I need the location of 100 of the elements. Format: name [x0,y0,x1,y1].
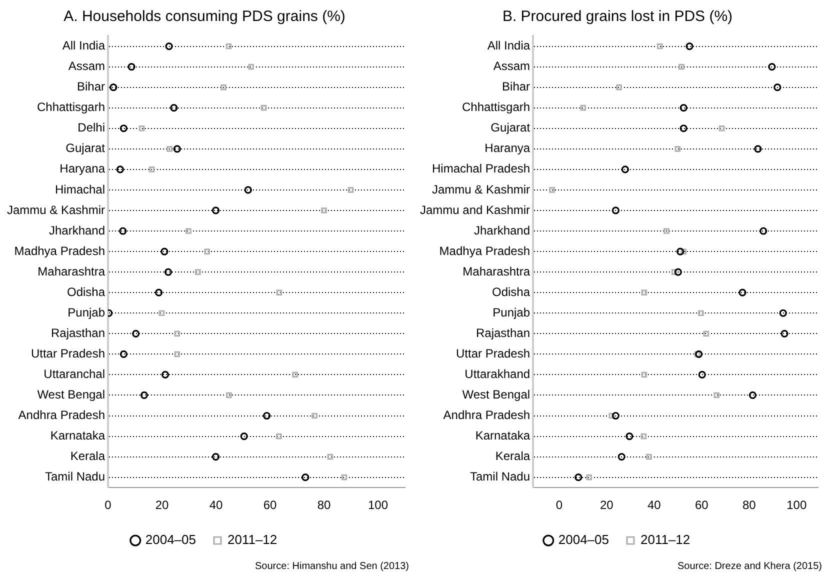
point [276,290,282,296]
y-tick-label: Andhra Pradesh [18,408,106,422]
point [608,412,615,419]
x-tick-label: 80 [742,498,756,512]
y-tick-label: Rajasthan [50,326,106,340]
point [748,391,756,400]
y-tick-label: Karnataka [475,428,530,443]
x-tick-label: 0 [556,498,563,512]
y-tick-label: Haranya [484,141,530,156]
y-tick-label: Madhya Pradesh [14,244,106,258]
point [626,432,634,440]
x-tick-label: 0 [104,498,112,512]
point [248,64,254,70]
point [674,146,681,152]
point [656,43,663,50]
x-tick-label: 60 [263,498,278,512]
point [212,206,220,214]
source-note: Source: Dreze and Khera (2015) [677,560,822,572]
point [226,43,232,50]
x-tick-label: 60 [694,498,709,512]
y-tick-label: Kerala [495,449,530,464]
y-tick-label: Assam [493,59,530,74]
point [348,187,354,193]
point [174,330,180,337]
point [164,268,172,276]
y-tick-label: Chhattisgarh [36,100,106,114]
point [680,124,688,132]
point [173,145,181,153]
source-note: Source: Himanshu and Sen (2013) [255,560,409,572]
point [678,64,684,70]
y-tick-label: Maharashtra [462,264,530,278]
y-tick-label: Uttarakhand [464,367,530,382]
point [612,206,620,214]
y-tick-label: Madhya Pradesh [439,244,530,258]
legend-label: 2011–12 [227,532,278,548]
y-tick-label: Chhattisgarh [462,100,530,114]
point [686,42,694,50]
point [676,248,684,256]
y-tick-label: Uttar Pradesh [30,346,106,360]
y-tick-label: Karnataka [50,428,106,443]
y-tick-label: Andhra Pradesh [443,408,530,422]
y-tick-label: Jammu & Kashmir [432,182,530,196]
y-tick-label: Tamil Nadu [44,470,106,484]
point [641,290,648,296]
point [680,248,687,254]
y-tick-label: Jharkhand [474,223,530,238]
legend-label: 2011–12 [640,532,690,548]
point [714,392,720,398]
point [641,372,648,378]
y-tick-label: All India [62,38,106,53]
point [119,227,127,235]
point [262,412,271,420]
point [244,186,252,194]
legend-label: 2004–05 [558,532,609,548]
point [768,62,776,71]
y-tick-label: Kerala [70,449,106,464]
point [580,104,586,111]
point [132,330,140,338]
point [674,268,682,276]
point [694,351,700,358]
point [240,432,248,440]
point [148,166,155,172]
point [174,351,180,358]
y-tick-label: Assam [68,59,106,74]
y-tick-label: All India [487,38,530,53]
point [754,145,762,153]
point [128,62,136,71]
x-tick-label: 80 [317,498,331,512]
point [616,84,622,90]
x-tick-label: 40 [209,498,224,512]
chart-title: A. Households consuming PDS grains (%) [64,8,346,26]
point [138,125,145,132]
point [158,310,165,316]
y-tick-label: Gujarat [66,141,106,156]
y-tick-label: Odisha [492,284,530,299]
point [664,228,670,234]
point [612,412,620,420]
y-tick-label: Gujarat [490,120,531,135]
x-tick-label: 100 [786,498,807,512]
y-tick-label: Jharkhand [48,223,106,238]
point [186,228,192,234]
y-tick-label: Punjab [68,305,106,320]
point [161,370,170,378]
y-tick-label: Uttar Pradesh [456,346,530,360]
y-tick-label: West Bengal [37,388,106,402]
y-tick-label: Odisha [66,284,106,299]
point [779,309,787,317]
y-tick-label: West Bengal [462,388,530,402]
legend-label: 2004–05 [145,532,196,548]
y-tick-label: Himachal [55,182,106,196]
point [302,474,310,482]
point [618,453,626,461]
y-tick-label: Delhi [78,120,106,135]
y-tick-label: Bihar [502,80,530,94]
point [574,474,582,482]
point [646,454,652,460]
point [694,350,703,358]
point [116,166,124,174]
y-tick-label: Bihar [77,80,106,94]
point [586,474,592,480]
